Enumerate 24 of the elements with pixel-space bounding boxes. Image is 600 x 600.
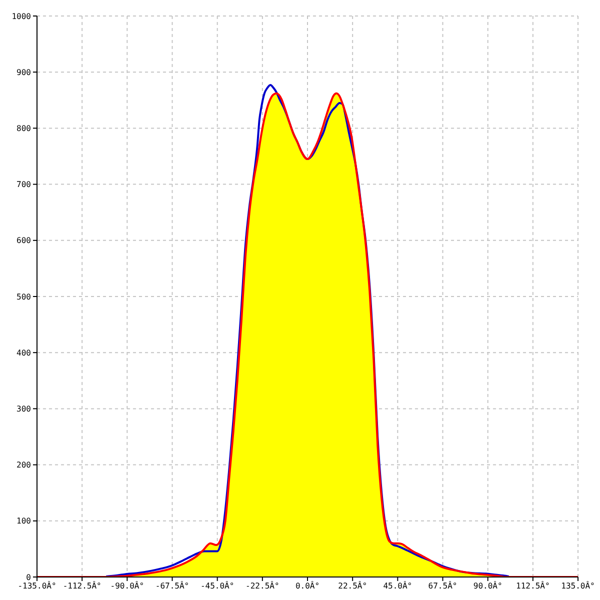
x-tick-label: 135.0Â° xyxy=(561,580,595,591)
x-tick-label: 22.5Â° xyxy=(338,580,368,591)
y-tick-label: 500 xyxy=(16,292,32,302)
x-tick-label: -22.5Â° xyxy=(246,580,280,591)
x-tick-label: -112.5Â° xyxy=(62,580,102,591)
y-tick-label: 200 xyxy=(16,460,32,470)
x-tick-label: 90.0Â° xyxy=(473,580,502,591)
y-tick-label: 100 xyxy=(16,516,32,526)
x-tick-label: -45.0Â° xyxy=(200,580,234,591)
y-tick-label: 1000 xyxy=(12,12,32,21)
x-tick-label: -135.0Â° xyxy=(18,580,56,591)
x-tick-label: -90.0Â° xyxy=(110,580,144,591)
x-tick-label: 67.5Â° xyxy=(428,580,458,591)
y-tick-label: 900 xyxy=(16,68,32,77)
x-tick-label: 0.0Â° xyxy=(295,580,320,591)
x-tick-label: -67.5Â° xyxy=(155,580,190,591)
y-tick-label: 600 xyxy=(16,236,32,246)
y-tick-label: 300 xyxy=(16,404,32,414)
y-tick-label: 0 xyxy=(26,572,32,582)
y-tick-label: 700 xyxy=(16,180,32,190)
x-tick-label: 112.5Â° xyxy=(516,580,550,591)
x-tick-label: 45.0Â° xyxy=(383,580,412,591)
y-tick-label: 800 xyxy=(16,124,32,134)
y-tick-label: 400 xyxy=(16,348,32,358)
